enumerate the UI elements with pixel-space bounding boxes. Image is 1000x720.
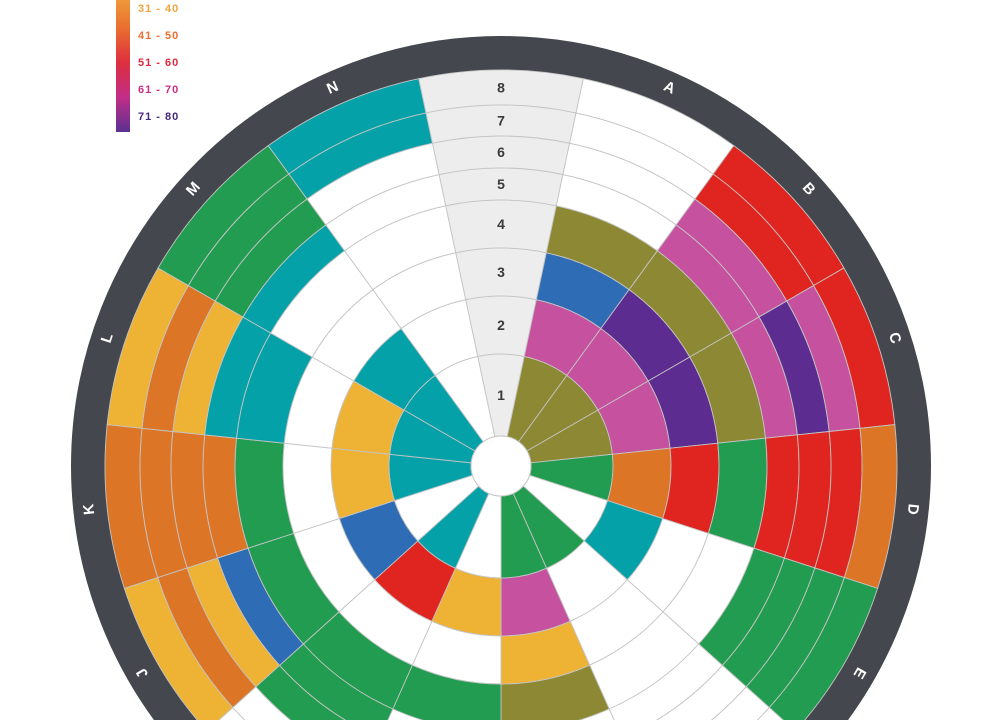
ring-axis-label-6: 6 [497, 144, 505, 160]
ring-axis-label-7: 7 [497, 113, 505, 129]
ring-axis-label-8: 8 [497, 80, 505, 96]
legend-item-31-40: 31 - 40 [138, 3, 180, 15]
legend-item-71-80: 71 - 80 [138, 111, 180, 123]
legend-item-51-60: 51 - 60 [138, 57, 180, 69]
ring-axis-label-1: 1 [497, 387, 505, 403]
center-hole [470, 435, 532, 497]
cell-K-3[interactable] [282, 442, 340, 534]
legend-item-41-50: 41 - 50 [138, 30, 180, 42]
cell-G-5[interactable] [501, 708, 622, 720]
ring-axis-label-3: 3 [497, 264, 505, 280]
sector-label-K: K [80, 503, 98, 516]
ring-axis-label-2: 2 [497, 317, 505, 333]
legend-item-61-70: 61 - 70 [138, 84, 180, 96]
cell-N-8[interactable] [267, 78, 427, 175]
legend-gradient-bar [116, 0, 130, 132]
cell-F-8[interactable] [648, 706, 795, 720]
cell-D-3[interactable] [662, 442, 720, 534]
outer-ring [71, 36, 931, 720]
ring-axis-label-5: 5 [497, 176, 505, 192]
ring-axis-label-4: 4 [497, 216, 505, 232]
cell-F-7[interactable] [635, 686, 770, 720]
sector-label-D: D [904, 503, 922, 516]
sector-label-C: C [885, 330, 905, 346]
